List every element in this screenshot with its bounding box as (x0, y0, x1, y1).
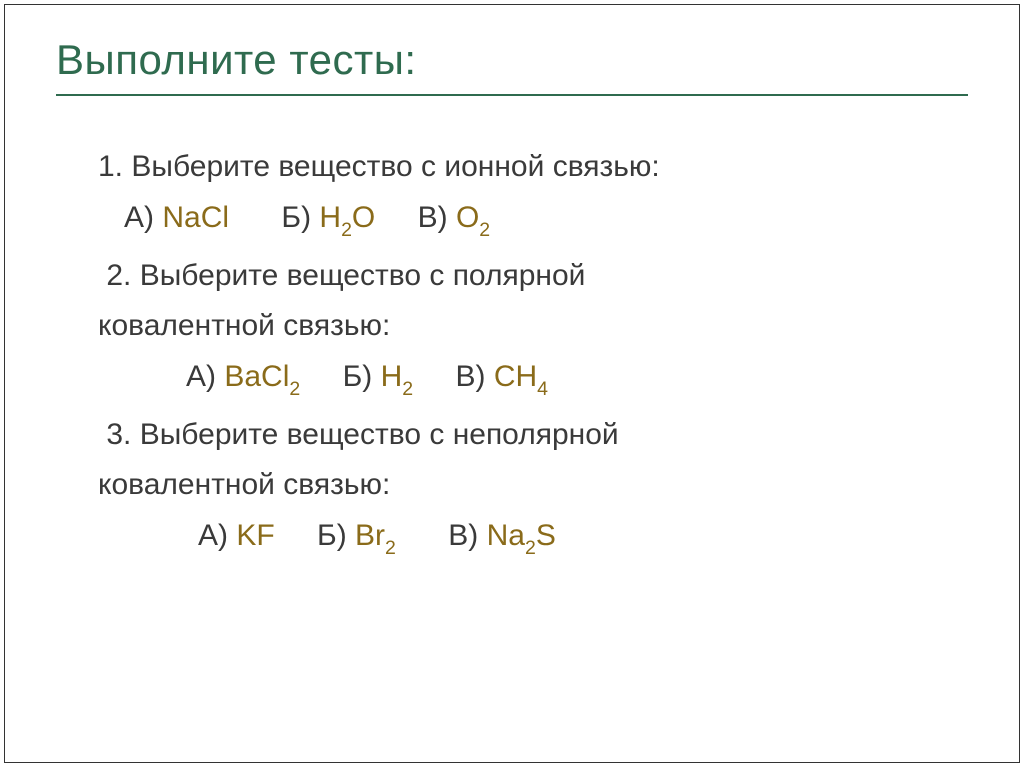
q1-opt-b-label: Б) (281, 201, 319, 234)
q2-text-line1: Выберите вещество с полярной (131, 259, 585, 292)
q2-opt-b-label: Б) (343, 360, 381, 393)
q3-opt-b-value: Br2 (355, 519, 396, 552)
q1-number: 1. (98, 150, 123, 183)
q1-opt-a-label: А) (124, 201, 162, 234)
q3-opt-a-value: KF (236, 519, 274, 552)
slide-title: Выполните тесты: (56, 36, 968, 84)
q1-text: Выберите вещество с ионной связью: (123, 150, 660, 183)
q2-opt-b-value: H2 (381, 360, 414, 393)
q1-opt-a-value: NaCl (162, 201, 229, 234)
q2-opt-c-label: В) (455, 360, 493, 393)
question-1: 1. Выберите вещество с ионной связью: (98, 144, 968, 191)
q3-opt-a-label: А) (198, 519, 228, 552)
q3-options: А) KF Б) Br2 В) Na2S (98, 513, 968, 561)
q1-options: А) NaCl Б) H2O В) O2 (98, 195, 968, 243)
q3-text-line2: ковалентной связью: (98, 462, 968, 509)
q2-number: 2. (106, 259, 131, 292)
q1-opt-c-value: O2 (456, 201, 490, 234)
q3-text-line1: Выберите вещество с неполярной (131, 418, 618, 451)
question-2: 2. Выберите вещество с полярной (98, 253, 968, 300)
q1-opt-b-value: H2O (319, 201, 375, 234)
q2-text-line2: ковалентной связью: (98, 303, 968, 350)
q3-opt-c-label: В) (448, 519, 486, 552)
q3-number: 3. (106, 418, 131, 451)
q3-opt-c-value: Na2S (487, 519, 556, 552)
content-block: 1. Выберите вещество с ионной связью: А)… (56, 144, 968, 561)
q3-opt-b-label: Б) (317, 519, 355, 552)
q2-opt-c-value: CH4 (494, 360, 548, 393)
q1-opt-c-label: В) (418, 201, 456, 234)
question-3: 3. Выберите вещество с неполярной (98, 412, 968, 459)
slide-frame: Выполните тесты: 1. Выберите вещество с … (0, 0, 1024, 767)
title-underline (56, 94, 968, 96)
q2-options: А) BaCl2 Б) H2 В) CH4 (98, 354, 968, 402)
q2-opt-a-value: BaCl2 (224, 360, 300, 393)
q2-opt-a-label: А) (186, 360, 224, 393)
